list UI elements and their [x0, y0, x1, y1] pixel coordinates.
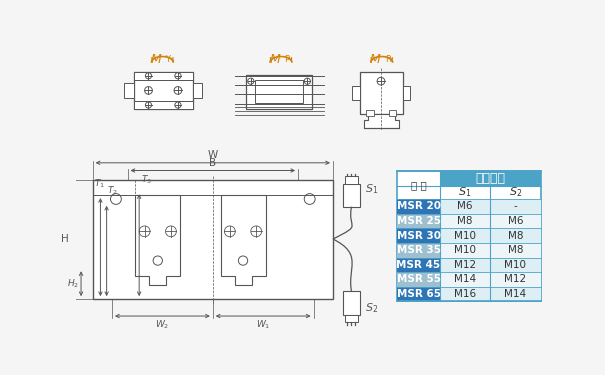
Bar [397, 214, 440, 228]
Text: MSR 25: MSR 25 [396, 216, 440, 226]
Text: MSR 45: MSR 45 [396, 260, 440, 270]
Text: MSR 55: MSR 55 [396, 274, 440, 285]
Text: W: W [208, 150, 218, 160]
Bar [440, 272, 490, 287]
Text: $M$: $M$ [150, 53, 162, 66]
Bar [134, 72, 192, 109]
Bar [490, 199, 541, 214]
Bar [490, 287, 541, 302]
Bar [397, 228, 440, 243]
Polygon shape [364, 114, 399, 128]
Bar [397, 199, 440, 214]
Polygon shape [366, 111, 374, 116]
Bar [360, 72, 403, 114]
Text: MSR 35: MSR 35 [396, 245, 440, 255]
Text: $T_2$: $T_2$ [108, 185, 119, 198]
Bar [490, 258, 541, 272]
Bar [352, 86, 360, 100]
Text: M10: M10 [454, 245, 476, 255]
Text: $M$: $M$ [269, 53, 281, 66]
Bar [440, 287, 490, 302]
Text: M14: M14 [505, 289, 526, 299]
Text: 型 号: 型 号 [411, 180, 427, 190]
Bar [343, 291, 360, 315]
Text: $S_1$: $S_1$ [459, 186, 472, 200]
Text: $W_2$: $W_2$ [155, 318, 169, 331]
Text: M16: M16 [454, 289, 476, 299]
Text: $T_1$: $T_1$ [94, 177, 105, 190]
Bar [440, 214, 490, 228]
Text: MSR 30: MSR 30 [396, 231, 440, 241]
Text: $S_1$: $S_1$ [365, 182, 378, 196]
Bar [440, 228, 490, 243]
Bar [397, 258, 440, 272]
Text: $S_2$: $S_2$ [365, 302, 378, 315]
Bar [440, 171, 541, 186]
Text: -: - [514, 201, 517, 211]
Text: $H_2$: $H_2$ [67, 278, 79, 290]
Bar [134, 72, 192, 80]
Bar [403, 86, 410, 100]
Bar [345, 315, 358, 322]
Text: $M$: $M$ [369, 53, 382, 66]
Polygon shape [221, 195, 266, 285]
Bar [192, 83, 202, 98]
Bar [490, 228, 541, 243]
Bar [440, 258, 490, 272]
Text: M8: M8 [508, 231, 523, 241]
Text: $T_3$: $T_3$ [141, 173, 152, 186]
Text: M8: M8 [508, 245, 523, 255]
Text: 螺栓规格: 螺栓规格 [476, 172, 505, 185]
Bar [343, 184, 360, 207]
Text: H: H [61, 234, 68, 244]
Bar [134, 101, 192, 109]
Text: M8: M8 [457, 216, 473, 226]
Bar [440, 199, 490, 214]
Text: Y: Y [166, 55, 171, 64]
Bar [490, 272, 541, 287]
Bar [490, 214, 541, 228]
Bar [93, 180, 333, 299]
Bar [246, 75, 312, 109]
Text: MSR 20: MSR 20 [396, 201, 440, 211]
Text: M12: M12 [505, 274, 526, 285]
Text: $W_1$: $W_1$ [256, 318, 270, 331]
Text: M10: M10 [505, 260, 526, 270]
Text: $S_2$: $S_2$ [509, 186, 522, 200]
Bar [397, 287, 440, 302]
Text: P: P [284, 55, 289, 64]
Text: M12: M12 [454, 260, 476, 270]
Text: B: B [209, 158, 217, 168]
Text: M6: M6 [508, 216, 523, 226]
Bar [397, 243, 440, 258]
Bar [440, 243, 490, 258]
Text: R: R [385, 55, 391, 64]
Bar [397, 171, 541, 302]
Text: M14: M14 [454, 274, 476, 285]
Bar [345, 176, 358, 184]
Text: M6: M6 [457, 201, 473, 211]
Bar [397, 272, 440, 287]
Polygon shape [389, 111, 396, 116]
Text: MSR 65: MSR 65 [396, 289, 440, 299]
Text: M10: M10 [454, 231, 476, 241]
Bar [490, 243, 541, 258]
Bar [255, 80, 302, 103]
Bar [125, 83, 134, 98]
Polygon shape [136, 195, 180, 285]
